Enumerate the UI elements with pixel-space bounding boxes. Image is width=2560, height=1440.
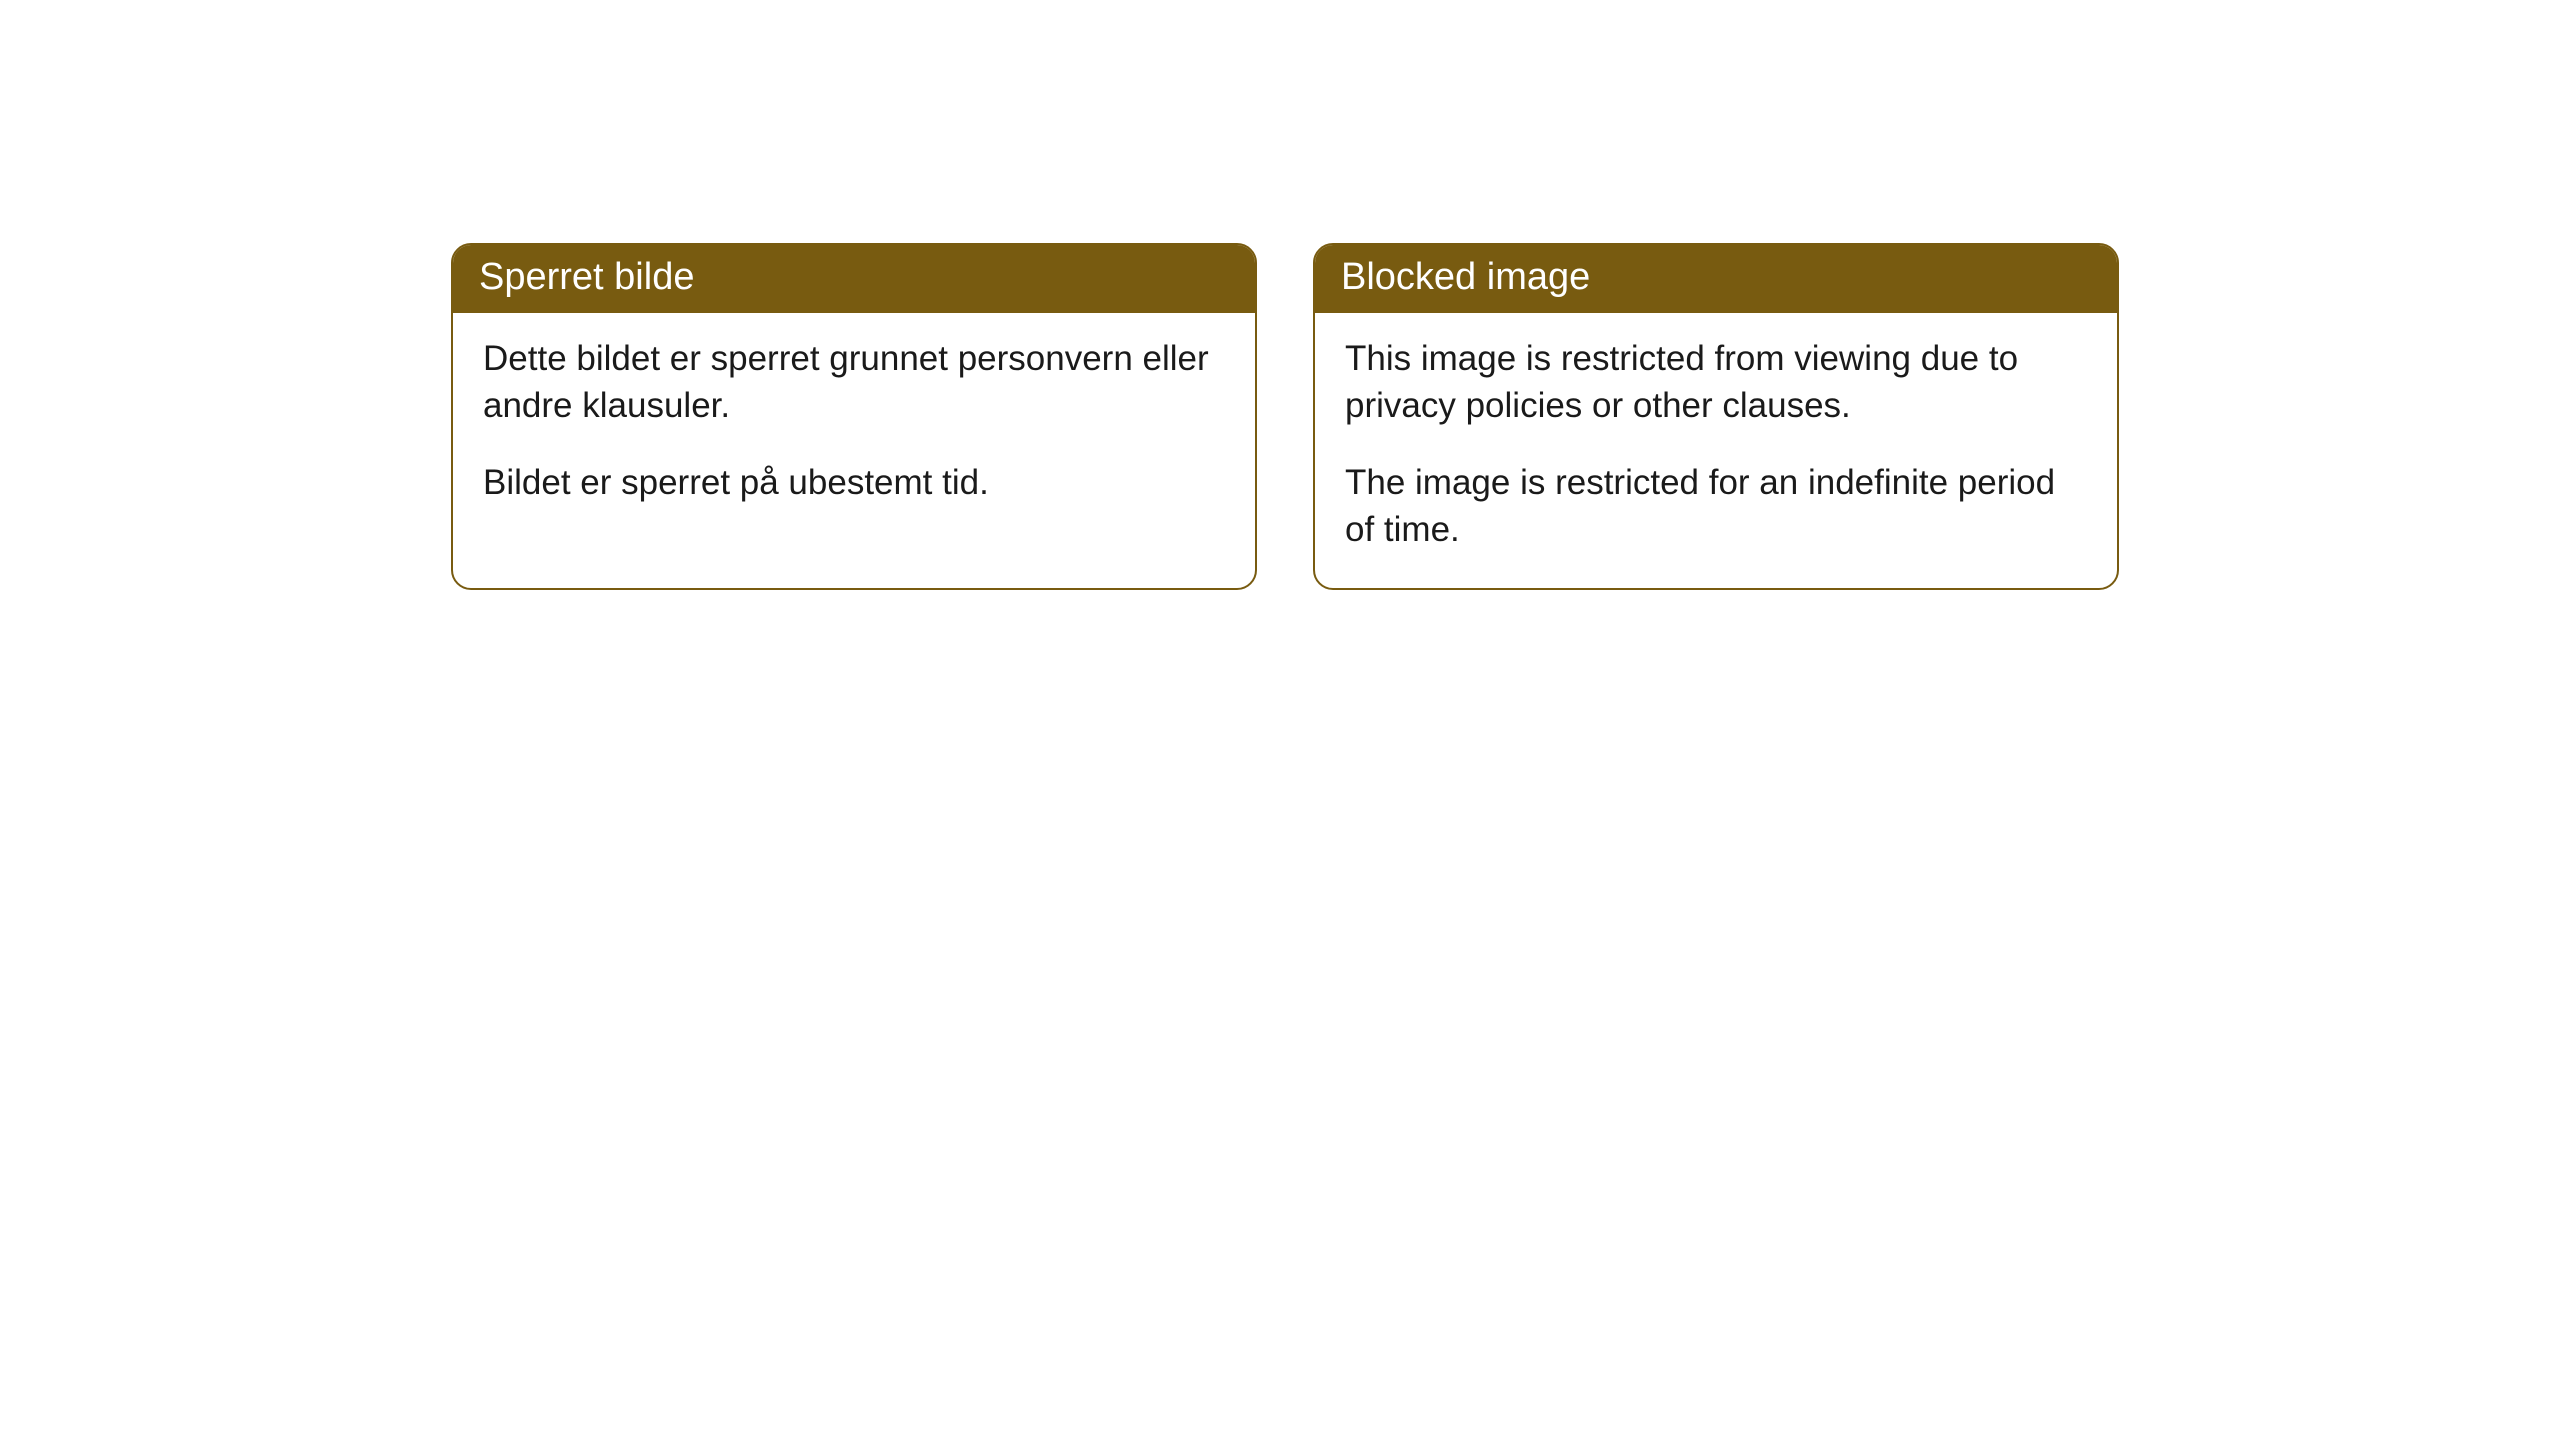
paragraph-2-english: The image is restricted for an indefinit… — [1345, 459, 2087, 554]
card-english: Blocked image This image is restricted f… — [1313, 243, 2119, 590]
paragraph-1-english: This image is restricted from viewing du… — [1345, 335, 2087, 430]
paragraph-2-norwegian: Bildet er sperret på ubestemt tid. — [483, 459, 1225, 506]
card-header-norwegian: Sperret bilde — [453, 245, 1255, 313]
card-body-english: This image is restricted from viewing du… — [1315, 313, 2117, 588]
card-norwegian: Sperret bilde Dette bildet er sperret gr… — [451, 243, 1257, 590]
card-body-norwegian: Dette bildet er sperret grunnet personve… — [453, 313, 1255, 541]
card-header-english: Blocked image — [1315, 245, 2117, 313]
cards-container: Sperret bilde Dette bildet er sperret gr… — [0, 0, 2560, 590]
paragraph-1-norwegian: Dette bildet er sperret grunnet personve… — [483, 335, 1225, 430]
